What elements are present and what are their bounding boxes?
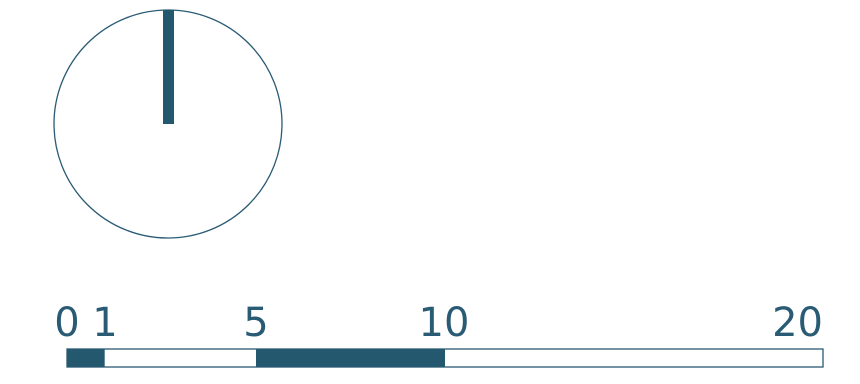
scale-segment-10-20 [445,349,823,367]
scale-segment-1-5 [104,349,256,367]
dial-needle [163,10,174,124]
scale-label-5: 5 [243,300,268,346]
scale-label-0: 0 [54,300,79,346]
scale-label-10: 10 [419,300,470,346]
scale-label-20: 20 [772,300,823,346]
scale-segment-5-10 [256,349,445,367]
scale-segment-0-1 [67,349,105,367]
scale-bar-frame [66,348,824,368]
scale-bar: 0 1 5 10 20 [54,300,824,368]
north-arrow-dial [53,9,283,239]
scale-label-1: 1 [92,300,117,346]
